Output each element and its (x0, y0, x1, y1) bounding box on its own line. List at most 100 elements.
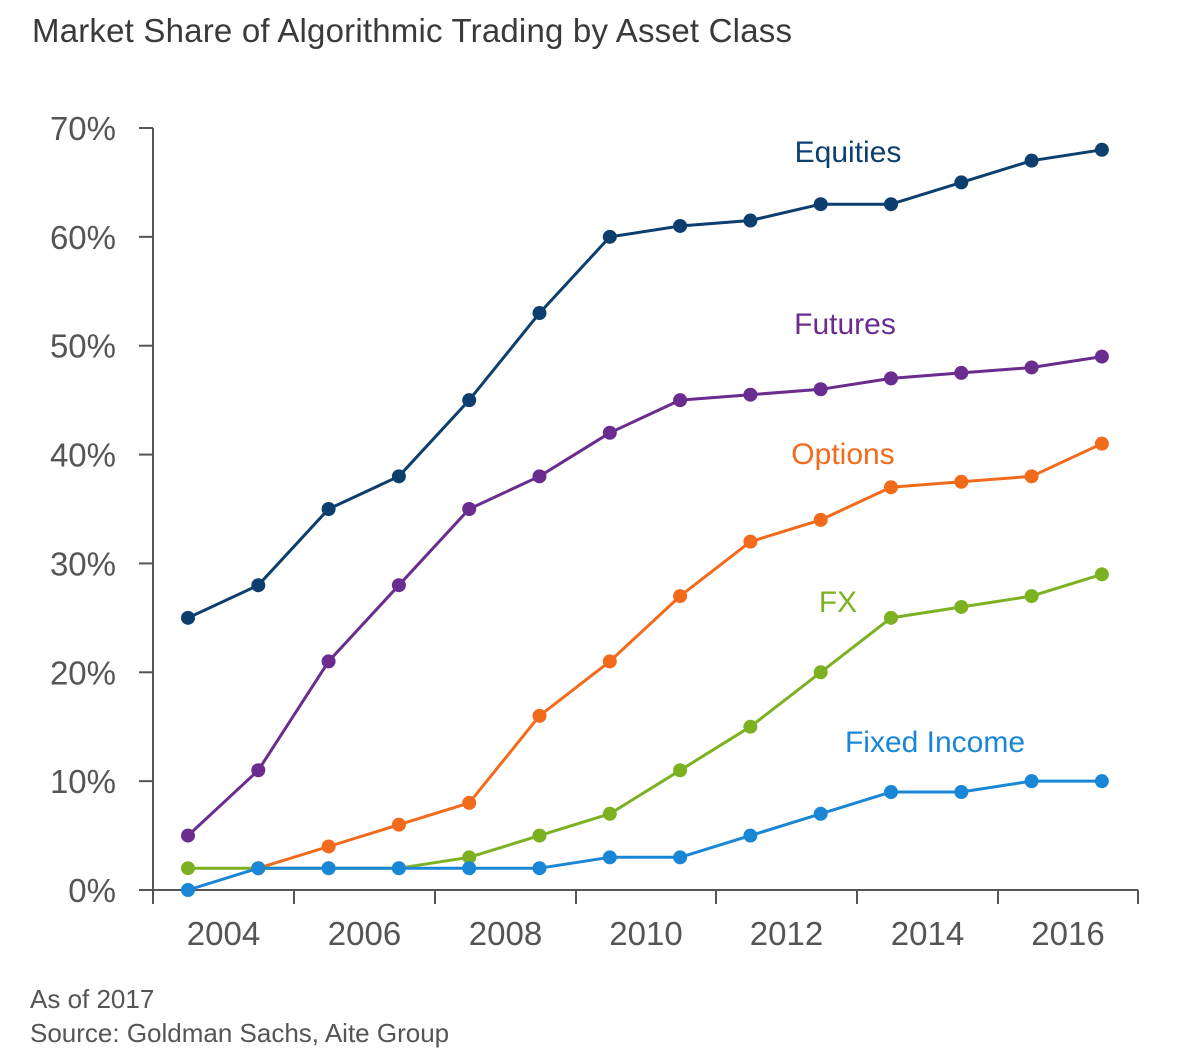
fixed-income-point (1094, 774, 1109, 789)
futures-point (954, 365, 969, 380)
futures-point (462, 502, 477, 516)
series-labels: Equities Futures Options FX Fixed Income (791, 136, 1025, 759)
axes (139, 127, 1139, 904)
fixed-income-point (743, 828, 758, 843)
futures-point (673, 393, 688, 408)
equities-point (1094, 142, 1109, 157)
y-tick-label: 10% (50, 763, 116, 800)
equities-point (251, 578, 266, 593)
y-tick-label: 50% (50, 328, 116, 365)
futures-point (1024, 360, 1039, 375)
equities-point (1024, 153, 1039, 168)
equities-point (743, 213, 758, 228)
fx-point (1024, 589, 1039, 604)
options-point (602, 654, 617, 669)
options-point (884, 480, 898, 495)
fx-point (532, 828, 547, 843)
fx-point (743, 719, 758, 734)
equities-label: Equities (795, 136, 902, 169)
options-point (391, 817, 406, 832)
equities-point (813, 197, 828, 212)
x-tick-label: 2014 (891, 915, 964, 952)
options-point (1094, 436, 1109, 451)
futures-point (602, 425, 617, 440)
fixed-income-point (181, 883, 195, 897)
fx-point (813, 665, 828, 680)
futures-point (251, 763, 266, 778)
source-note: Source: Goldman Sachs, Aite Group (30, 1018, 450, 1048)
fx-point (954, 599, 969, 614)
x-tick-label: 2004 (187, 915, 260, 952)
options-point (532, 708, 547, 723)
options-point (321, 839, 336, 854)
fixed-income-point (251, 861, 266, 876)
options-point (954, 474, 969, 489)
fx-point (673, 763, 688, 778)
equities-point (462, 393, 477, 408)
fixed-income-point (884, 785, 898, 800)
fixed-income-point (954, 785, 969, 800)
x-tick-label: 2012 (750, 915, 823, 952)
fx-point (181, 861, 195, 876)
fx-point (1094, 567, 1109, 582)
futures-point (813, 382, 828, 397)
x-tick-label: 2016 (1031, 915, 1104, 952)
equities-point (954, 175, 969, 190)
fx-point (462, 850, 477, 865)
futures-point (181, 828, 195, 843)
futures-label: Futures (794, 308, 896, 341)
fixed-income-line (187, 779, 1102, 892)
options-point (813, 512, 828, 527)
y-tick-label: 0% (68, 872, 116, 909)
equities-point (673, 218, 688, 233)
fixed-income-point (532, 861, 547, 876)
x-tick-label: 2006 (328, 915, 401, 952)
futures-point (532, 469, 547, 484)
futures-line (186, 355, 1103, 837)
chart-title: Market Share of Algorithmic Trading by A… (32, 12, 793, 49)
futures-point (321, 654, 336, 669)
equities-point (321, 502, 336, 516)
options-point (743, 534, 758, 549)
fixed-income-point (391, 861, 406, 876)
fx-label: FX (819, 586, 857, 619)
fixed-income-point (813, 806, 828, 821)
fixed-income-label: Fixed Income (845, 726, 1025, 759)
equities-line (187, 148, 1103, 620)
equities-point (884, 197, 898, 212)
y-tick-label: 20% (50, 654, 116, 691)
x-tick-label: 2008 (469, 915, 542, 952)
y-axis-tick-labels: 0% 10% 20% 30% 40% 50% 60% 70% (50, 110, 116, 909)
x-tick-label: 2010 (609, 915, 682, 952)
futures-point (884, 371, 898, 386)
y-tick-label: 30% (50, 545, 116, 582)
fx-line (188, 572, 1103, 870)
y-tick-label: 70% (50, 110, 116, 147)
fixed-income-point (673, 850, 688, 865)
series-points (181, 142, 1109, 897)
futures-point (743, 387, 758, 402)
options-point (1024, 469, 1039, 484)
options-point (673, 589, 688, 604)
series-lines (186, 148, 1103, 892)
options-line (257, 442, 1103, 870)
y-tick-label: 40% (50, 437, 116, 474)
fx-point (884, 610, 898, 625)
fixed-income-point (1024, 774, 1039, 789)
options-point (462, 795, 477, 810)
equities-point (532, 306, 547, 321)
fixed-income-point (462, 861, 477, 876)
equities-point (391, 469, 406, 484)
as-of-note: As of 2017 (30, 984, 155, 1014)
equities-point (181, 610, 195, 625)
y-tick-label: 60% (50, 219, 116, 256)
x-axis-tick-labels: 2004 2006 2008 2010 2012 2014 2016 (187, 915, 1105, 952)
futures-point (1094, 349, 1109, 364)
fixed-income-point (602, 850, 617, 865)
futures-point (391, 578, 406, 593)
options-label: Options (791, 438, 894, 471)
fixed-income-point (321, 861, 336, 876)
equities-point (602, 229, 617, 244)
fx-point (602, 806, 617, 821)
